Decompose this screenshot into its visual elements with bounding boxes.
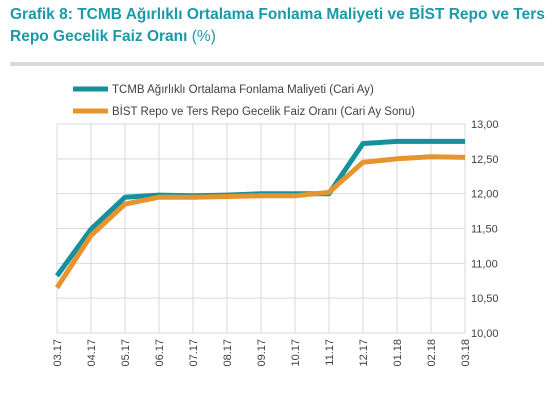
chart-title: Grafik 8: TCMB Ağırlıklı Ortalama Fonlam… <box>10 4 550 48</box>
y-tick-label: 10,50 <box>471 293 499 305</box>
grid <box>56 123 466 334</box>
x-tick-label: 07.17 <box>188 339 200 367</box>
x-tick-label: 11.17 <box>324 339 336 366</box>
legend-label: BİST Repo ve Ters Repo Gecelik Faiz Oran… <box>112 105 415 118</box>
y-tick-label: 11,00 <box>471 258 498 270</box>
legend-label: TCMB Ağırlıklı Ortalama Fonlama Maliyeti… <box>112 84 374 96</box>
y-tick-label: 10,00 <box>471 328 499 340</box>
title-divider <box>10 62 544 66</box>
series-lines <box>54 138 466 290</box>
chart-title-unit: (%) <box>191 28 216 45</box>
x-tick-label: 01.18 <box>392 339 404 367</box>
legend: TCMB Ağırlıklı Ortalama Fonlama Maliyeti… <box>73 84 415 118</box>
y-tick-label: 12,50 <box>471 154 499 166</box>
x-tick-label: 06.17 <box>154 339 166 367</box>
y-tick-label: 12,00 <box>471 189 499 201</box>
x-tick-label: 08.17 <box>222 339 234 367</box>
x-tick-label: 03.17 <box>52 339 64 367</box>
chart-title-text: Grafik 8: TCMB Ağırlıklı Ortalama Fonlam… <box>10 6 545 45</box>
x-tick-label: 02.18 <box>426 339 438 367</box>
axes: 13,00 12,50 12,00 11,50 11,00 10,50 10,00 03.17… <box>52 119 499 367</box>
x-tick-label: 12.17 <box>358 339 370 367</box>
x-tick-label: 03.18 <box>460 339 472 367</box>
y-tick-label: 11,50 <box>471 224 498 236</box>
x-tick-label: 09.17 <box>256 339 268 367</box>
x-tick-label: 10.17 <box>290 339 302 367</box>
series-line-bist <box>54 154 466 290</box>
x-tick-label: 04.17 <box>86 339 98 367</box>
y-tick-label: 13,00 <box>471 119 499 131</box>
x-tick-label: 05.17 <box>120 339 132 367</box>
